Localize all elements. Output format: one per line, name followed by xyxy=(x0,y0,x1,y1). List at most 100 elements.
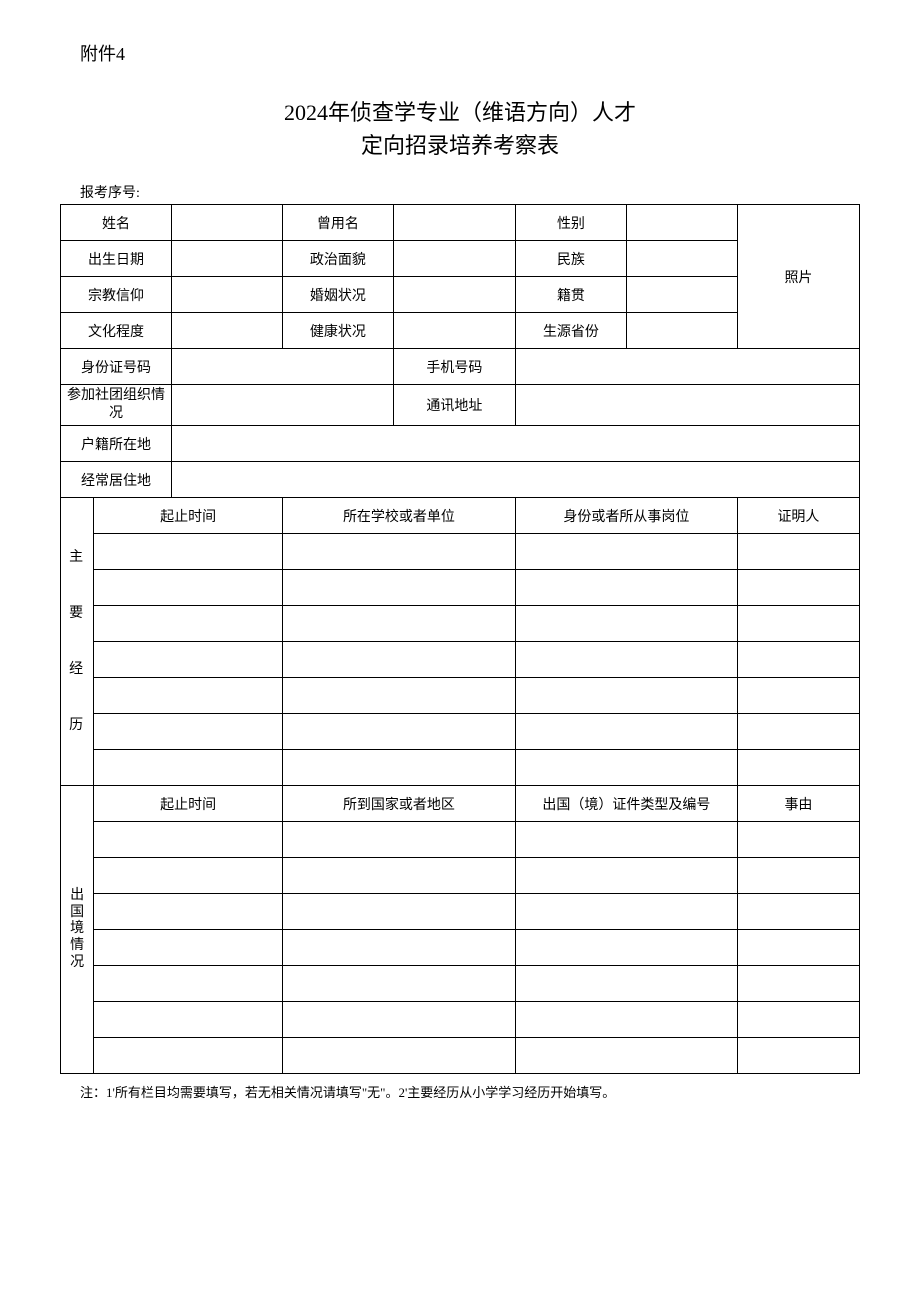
value-phone xyxy=(515,349,859,385)
abroad-row-doc xyxy=(515,1002,737,1038)
abroad-row-reason xyxy=(737,1038,859,1074)
exp-row-period xyxy=(94,642,283,678)
abroad-row-region xyxy=(282,822,515,858)
abroad-row-period xyxy=(94,1002,283,1038)
abroad-row-region xyxy=(282,1038,515,1074)
exp-row-position xyxy=(515,714,737,750)
value-household-location xyxy=(171,426,859,462)
abroad-row-doc xyxy=(515,858,737,894)
exp-row-witness xyxy=(737,750,859,786)
exp-row-position xyxy=(515,606,737,642)
exp-row-period xyxy=(94,570,283,606)
value-native-place xyxy=(626,277,737,313)
exp-row-position xyxy=(515,534,737,570)
exp-header-witness: 证明人 xyxy=(737,498,859,534)
title-line2: 定向招录培养考察表 xyxy=(361,133,559,158)
abroad-row-doc xyxy=(515,894,737,930)
section-abroad-label: 出国境情况 xyxy=(61,786,94,1074)
abroad-header-doc: 出国（境）证件类型及编号 xyxy=(515,786,737,822)
label-org-participation: 参加社团组织情况 xyxy=(61,385,172,426)
label-religion: 宗教信仰 xyxy=(61,277,172,313)
abroad-row-reason xyxy=(737,1002,859,1038)
value-political-status xyxy=(393,241,515,277)
exp-header-period: 起止时间 xyxy=(94,498,283,534)
exp-row-unit xyxy=(282,570,515,606)
abroad-header-region: 所到国家或者地区 xyxy=(282,786,515,822)
attachment-label: 附件4 xyxy=(80,40,860,66)
value-origin-province xyxy=(626,313,737,349)
exp-row-witness xyxy=(737,642,859,678)
label-origin-province: 生源省份 xyxy=(515,313,626,349)
exp-row-witness xyxy=(737,534,859,570)
abroad-row-reason xyxy=(737,822,859,858)
abroad-row-region xyxy=(282,930,515,966)
label-phone: 手机号码 xyxy=(393,349,515,385)
value-former-name xyxy=(393,205,515,241)
exp-row-witness xyxy=(737,678,859,714)
label-native-place: 籍贯 xyxy=(515,277,626,313)
exp-row-unit xyxy=(282,642,515,678)
abroad-row-region xyxy=(282,858,515,894)
value-ethnicity xyxy=(626,241,737,277)
abroad-row-period xyxy=(94,966,283,1002)
exp-row-unit xyxy=(282,750,515,786)
value-address xyxy=(515,385,859,426)
value-marital-status xyxy=(393,277,515,313)
application-form-table: 姓名 曾用名 性别 照片 出生日期 政治面貌 民族 宗教信仰 婚姻状况 籍贯 文… xyxy=(60,204,860,1074)
value-id-number xyxy=(171,349,393,385)
abroad-row-region xyxy=(282,1002,515,1038)
abroad-row-period xyxy=(94,858,283,894)
value-gender xyxy=(626,205,737,241)
exp-row-unit xyxy=(282,534,515,570)
exp-row-witness xyxy=(737,606,859,642)
section-experience-label: 主 要 经 历 xyxy=(61,498,94,786)
value-org-participation xyxy=(171,385,393,426)
label-marital-status: 婚姻状况 xyxy=(282,277,393,313)
abroad-row-doc xyxy=(515,930,737,966)
abroad-row-region xyxy=(282,894,515,930)
exp-header-unit: 所在学校或者单位 xyxy=(282,498,515,534)
label-former-name: 曾用名 xyxy=(282,205,393,241)
abroad-row-period xyxy=(94,1038,283,1074)
exp-row-period xyxy=(94,678,283,714)
exp-row-position xyxy=(515,642,737,678)
abroad-row-reason xyxy=(737,858,859,894)
value-residence xyxy=(171,462,859,498)
value-health xyxy=(393,313,515,349)
exp-row-position xyxy=(515,678,737,714)
exp-header-position: 身份或者所从事岗位 xyxy=(515,498,737,534)
label-ethnicity: 民族 xyxy=(515,241,626,277)
abroad-row-doc xyxy=(515,1038,737,1074)
abroad-row-reason xyxy=(737,894,859,930)
abroad-row-period xyxy=(94,930,283,966)
label-address: 通讯地址 xyxy=(393,385,515,426)
abroad-row-region xyxy=(282,966,515,1002)
abroad-row-reason xyxy=(737,966,859,1002)
exp-row-position xyxy=(515,750,737,786)
exp-row-period xyxy=(94,534,283,570)
value-religion xyxy=(171,277,282,313)
label-residence: 经常居住地 xyxy=(61,462,172,498)
label-gender: 性别 xyxy=(515,205,626,241)
abroad-row-period xyxy=(94,894,283,930)
abroad-header-period: 起止时间 xyxy=(94,786,283,822)
photo-cell: 照片 xyxy=(737,205,859,349)
exp-row-witness xyxy=(737,714,859,750)
document-title: 2024年侦查学专业（维语方向）人才 定向招录培养考察表 xyxy=(60,96,860,162)
registration-number-label: 报考序号: xyxy=(80,182,860,202)
exp-row-unit xyxy=(282,714,515,750)
value-birth-date xyxy=(171,241,282,277)
label-household-location: 户籍所在地 xyxy=(61,426,172,462)
exp-row-period xyxy=(94,750,283,786)
footnote: 注：1'所有栏目均需要填写，若无相关情况请填写"无"。2'主要经历从小学学习经历… xyxy=(80,1082,860,1101)
abroad-row-period xyxy=(94,822,283,858)
label-birth-date: 出生日期 xyxy=(61,241,172,277)
exp-row-unit xyxy=(282,678,515,714)
exp-row-witness xyxy=(737,570,859,606)
value-education xyxy=(171,313,282,349)
exp-row-position xyxy=(515,570,737,606)
title-line1: 2024年侦查学专业（维语方向）人才 xyxy=(284,100,636,125)
label-id-number: 身份证号码 xyxy=(61,349,172,385)
abroad-row-doc xyxy=(515,822,737,858)
abroad-row-doc xyxy=(515,966,737,1002)
